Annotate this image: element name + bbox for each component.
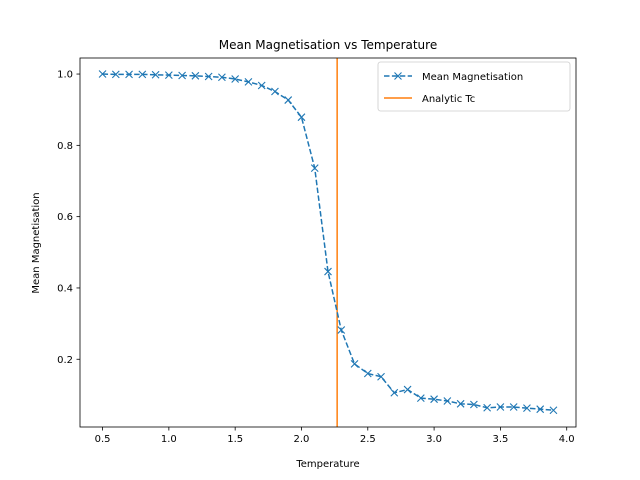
chart-title: Mean Magnetisation vs Temperature [219,38,437,52]
y-tick-label: 0.8 [57,141,73,152]
data-point-marker [390,388,399,397]
x-tick-label: 2.0 [294,434,310,445]
x-tick-label: 1.5 [227,434,243,445]
data-point-marker [456,399,465,408]
data-point-marker [244,77,253,86]
legend-label-series: Mean Magnetisation [422,72,523,83]
data-point-marker [151,70,160,79]
data-point-marker [337,326,346,334]
y-tick-label: 1.0 [57,70,73,81]
data-point-marker [443,397,452,405]
data-point-marker [416,394,425,403]
data-point-marker [297,113,306,122]
legend: Mean Magnetisation Analytic Tc [377,61,571,112]
data-point-marker [284,96,293,104]
y-tick-label: 0.2 [57,355,73,366]
x-tick-label: 3.5 [492,434,508,445]
legend-series-marker [394,72,402,80]
x-tick-label: 3.0 [426,434,442,445]
y-tick-label: 0.4 [57,283,73,294]
x-tick-label: 2.5 [360,434,376,445]
data-point-marker [469,400,478,409]
data-point-marker [125,70,133,79]
data-point-marker [138,70,147,79]
data-point-marker [483,403,492,412]
axes-frame [79,57,577,428]
legend-box [377,61,571,112]
legend-label-reference: Analytic Tc [422,94,475,105]
data-point-marker [271,87,279,96]
data-point-marker [164,71,173,80]
x-tick-label: 1.0 [161,434,177,445]
x-tick-label: 0.5 [95,434,111,445]
data-point-marker [111,70,120,79]
data-point-marker [98,70,107,78]
data-point-marker [363,369,372,378]
series-line-0 [102,73,554,411]
axes: 0.5 1.0 1.5 2.0 2.5 3.0 3.5 4.0 0.2 0.4 0.6 0.8 1.0 [57,57,577,445]
data-point-marker [350,360,359,368]
plot-area [98,58,558,427]
x-tick-label: 4.0 [559,434,575,445]
data-point-marker [324,267,332,276]
data-point-marker [218,73,226,82]
data-point-marker [430,395,438,404]
data-point-marker [403,385,412,394]
data-point-marker [191,71,200,80]
y-tick-label: 0.6 [57,212,73,223]
y-axis-label: Mean Magnetisation [31,192,42,293]
data-point-marker [204,72,213,81]
data-point-marker [509,403,518,411]
data-point-marker [257,81,266,90]
data-point-marker [178,71,187,80]
data-point-marker [549,406,558,415]
data-point-marker [536,405,545,414]
x-axis-label: Temperature [295,459,359,470]
data-point-marker [310,164,319,173]
data-point-marker [377,372,385,381]
data-point-marker [496,403,505,411]
data-point-marker [523,404,531,412]
data-point-marker [231,75,240,83]
